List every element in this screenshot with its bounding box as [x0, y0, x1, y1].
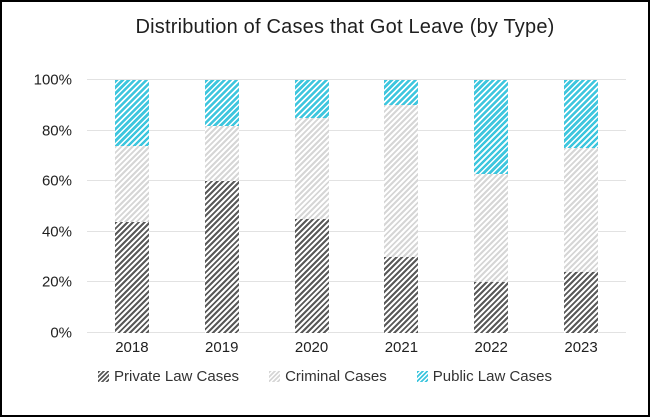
grid-line-0	[87, 332, 626, 333]
y-tick-label: 80%	[41, 122, 72, 140]
bar-segment	[294, 80, 329, 118]
bar-2018	[87, 80, 177, 333]
bar-2019	[177, 80, 267, 333]
legend-label: Private Law Cases	[114, 368, 240, 385]
bar-segment	[114, 80, 149, 146]
x-axis: 2018 2019 2020 2021 2022 2023	[2, 339, 626, 356]
bar-segment	[294, 219, 329, 333]
legend-swatch-icon	[98, 371, 109, 382]
legend-swatch-icon	[416, 371, 428, 382]
grid-line-20	[87, 281, 626, 283]
legend-swatch-icon	[269, 371, 281, 382]
bar-segment	[564, 80, 599, 149]
bar-2021	[356, 80, 446, 333]
y-tick-label: 20%	[41, 273, 72, 291]
x-tick-label: 2020	[294, 339, 329, 356]
bar-segment	[204, 125, 239, 182]
chart-body: 0% 20% 40% 60% 80% 100%	[2, 72, 626, 342]
x-tick-label: 2023	[564, 339, 598, 356]
bar-segment	[114, 145, 149, 222]
bar-segment	[474, 282, 509, 333]
y-tick-label: 0%	[50, 324, 72, 342]
bar-2022	[446, 80, 536, 333]
bar-segment	[204, 80, 239, 126]
y-tick-label: 40%	[41, 223, 72, 241]
legend-label: Public Law Cases	[432, 368, 552, 385]
grid-line-80	[87, 129, 626, 131]
bar-segment	[114, 221, 149, 333]
bar-2023	[536, 80, 626, 333]
grid-line-60	[87, 180, 626, 182]
y-axis: 0% 20% 40% 60% 80% 100%	[2, 72, 87, 342]
y-tick-label: 100%	[33, 71, 72, 89]
legend-item: Public Law Cases	[416, 368, 552, 385]
legend: Private Law Cases Criminal Cases Public La…	[2, 368, 648, 385]
bar-segment	[564, 272, 599, 333]
x-axis-labels: 2018 2019 2020 2021 2022 2023	[87, 339, 626, 356]
legend-item: Private Law Cases	[98, 368, 239, 385]
bar-2020	[267, 80, 357, 333]
bar-segment	[204, 181, 239, 333]
plot-area	[87, 79, 626, 333]
bar-segment	[564, 148, 599, 273]
bar-segment	[384, 80, 419, 106]
y-tick-label: 60%	[41, 172, 72, 190]
legend-item: Criminal Cases	[269, 368, 387, 385]
x-tick-label: 2022	[474, 339, 508, 356]
grid-line-100	[87, 79, 626, 80]
legend-label: Criminal Cases	[285, 368, 387, 385]
chart-title: Distribution of Cases that Got Leave (by…	[135, 16, 555, 38]
bar-segment	[474, 80, 509, 174]
x-tick-label: 2018	[115, 339, 149, 356]
grid-line-40	[87, 230, 626, 232]
x-tick-label: 2021	[384, 339, 419, 356]
bar-segment	[384, 105, 419, 258]
x-tick-label: 2019	[205, 339, 239, 356]
bars-layer	[87, 80, 626, 333]
bar-segment	[384, 257, 419, 333]
bar-segment	[474, 173, 509, 283]
bar-segment	[294, 117, 329, 220]
